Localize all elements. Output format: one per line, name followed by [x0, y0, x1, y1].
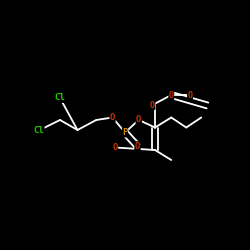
Text: P: P [122, 128, 128, 137]
Text: O: O [110, 113, 115, 122]
Text: O: O [150, 100, 155, 110]
Text: O: O [188, 90, 192, 100]
Text: O: O [112, 143, 118, 152]
Text: O: O [136, 116, 141, 124]
Text: O: O [135, 142, 140, 151]
Text: Cl: Cl [34, 126, 44, 135]
Text: O: O [169, 90, 174, 100]
Text: Cl: Cl [54, 94, 66, 102]
